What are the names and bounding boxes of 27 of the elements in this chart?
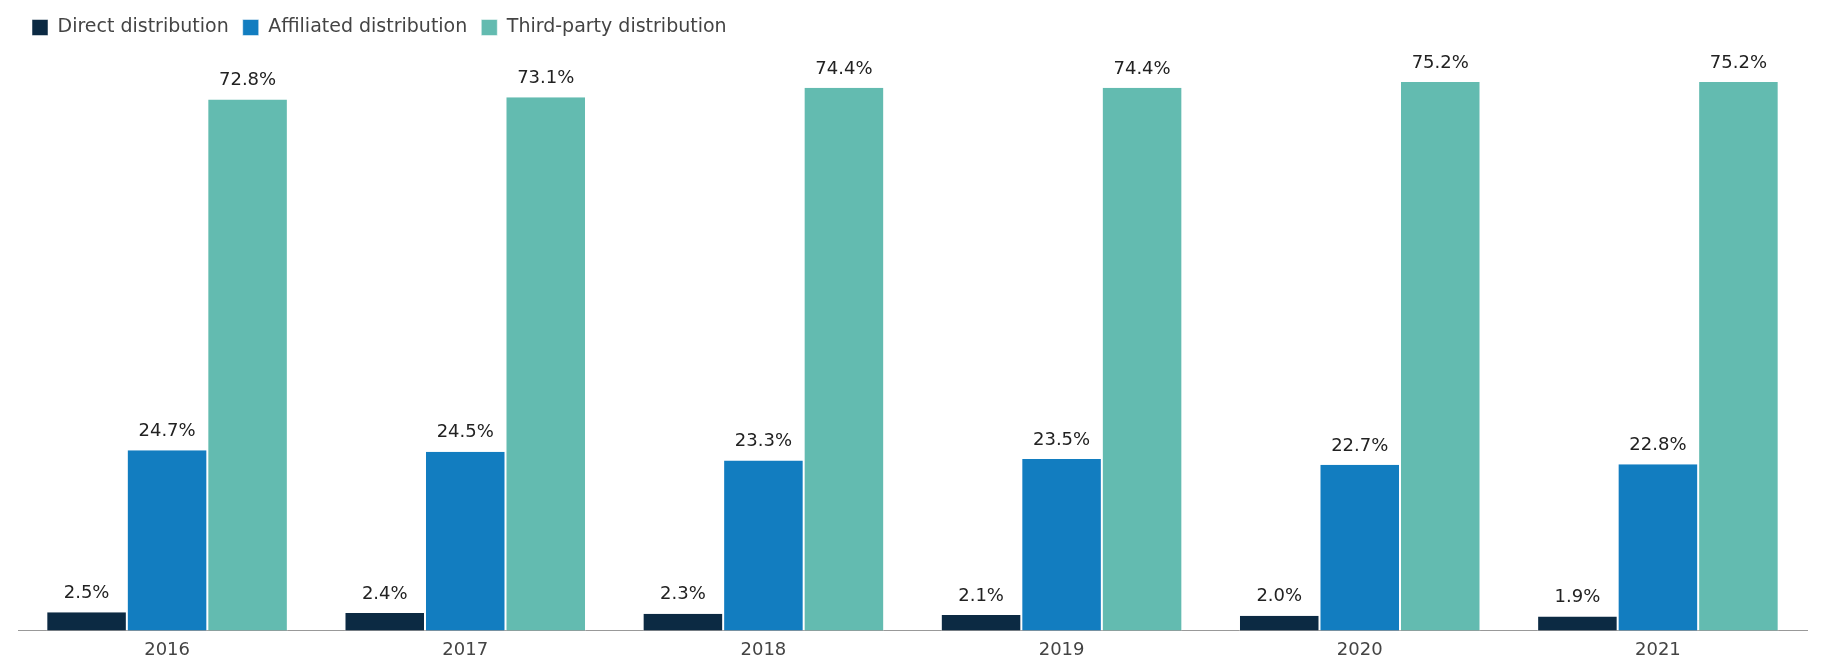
data-label: 22.8% (1629, 432, 1687, 454)
x-tick-label: 2019 (1038, 637, 1085, 659)
x-tick-label: 2021 (1635, 637, 1681, 659)
data-label: 2.1% (958, 583, 1004, 605)
data-label: 2.4% (361, 581, 408, 603)
data-label: 1.9% (1554, 585, 1601, 607)
data-label: 23.3% (734, 429, 793, 451)
x-tick-label: 2016 (144, 637, 190, 659)
data-label: 22.7% (1331, 433, 1389, 455)
legend-label: Affiliated distribution (268, 14, 468, 37)
data-label: 2.5% (63, 580, 110, 602)
data-label: 74.4% (815, 56, 873, 78)
x-tick-label: 2020 (1336, 637, 1383, 659)
x-tick-label: 2017 (442, 637, 489, 659)
data-label: 2.3% (660, 582, 706, 604)
data-label: 75.2% (1411, 50, 1469, 72)
data-label: 2.0% (1256, 584, 1303, 606)
data-label: 75.2% (1709, 50, 1768, 72)
data-label: 24.7% (138, 418, 196, 440)
legend-label: Third-party distribution (505, 14, 727, 37)
data-label: 23.5% (1032, 427, 1091, 449)
data-label: 74.4% (1113, 56, 1171, 78)
data-label: 73.1% (517, 65, 575, 87)
legend-label: Direct distribution (57, 14, 229, 37)
data-label: 24.5% (436, 420, 494, 442)
data-label: 72.8% (218, 68, 277, 90)
x-tick-label: 2018 (740, 637, 787, 659)
